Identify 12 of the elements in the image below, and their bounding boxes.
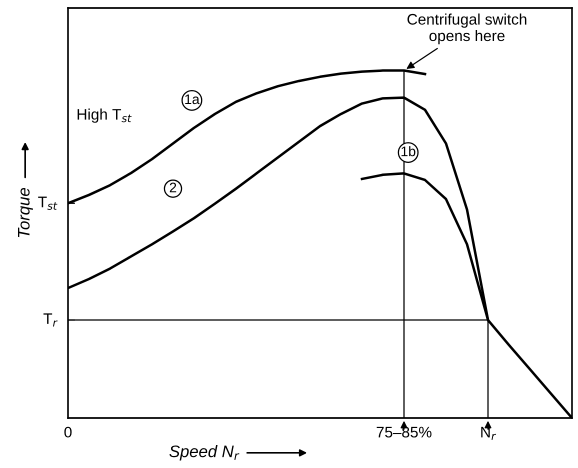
annotation: 2 <box>170 182 176 192</box>
x-tick-label: 0 <box>64 426 72 438</box>
x-tick-label: 75–85% <box>376 426 432 438</box>
annotation: 1b <box>402 146 416 156</box>
annotation: 1a <box>185 94 200 104</box>
ref-line-label: T$_{r}$ <box>43 313 58 326</box>
annotation: T$_{st}$ <box>38 196 58 210</box>
x-axis-title: Speed N$_{r}$ <box>169 445 240 461</box>
annotation: High T$_{st}$ <box>78 108 132 123</box>
x-tick-label: N$_{r}$ <box>481 426 496 440</box>
y-axis-title: Torque <box>18 188 33 238</box>
text: Centrifugal switch opens here <box>407 14 526 44</box>
